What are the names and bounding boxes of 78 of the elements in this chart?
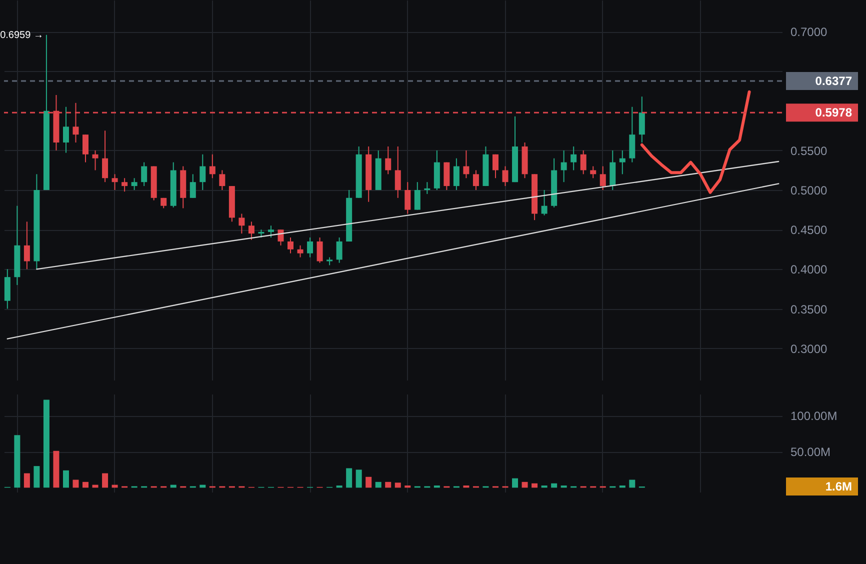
candlestick [219,170,226,190]
ref-line-label: 0.6377 [815,74,852,88]
candlestick [394,146,401,198]
candlestick [453,158,460,190]
y-tick-label: 50.00M [790,445,831,460]
candlestick [463,150,470,179]
bar [629,480,636,488]
bar [522,482,528,488]
candlestick [336,237,342,264]
y-tick-label: 0.3500 [790,302,828,316]
ref-line-label: 0.5978 [815,106,852,120]
annotation: 0.6959 → [0,30,44,41]
y-tick-label: 100.00M [790,409,838,424]
candlestick [385,146,392,175]
candlestick [209,154,216,179]
y-tick-label: 0.4500 [790,223,828,238]
candlestick [580,150,586,175]
candlestick [424,182,430,194]
bar [551,483,558,488]
bar [532,483,538,488]
candlestick [4,268,10,310]
bar [394,482,401,488]
candlestick [472,170,479,190]
candlestick [629,106,636,163]
candlestick [570,146,577,171]
candlestick [492,154,498,179]
line-series [640,90,751,194]
candlestick [590,166,596,179]
candlestick [24,221,30,270]
candlestick [444,162,450,190]
bar [72,480,79,488]
bar [62,470,69,488]
candlestick [414,182,420,210]
bar [512,478,518,488]
bar [102,473,108,488]
candlestick [112,174,118,190]
candlestick [600,166,606,190]
y-tick-label: 0.4000 [790,262,828,277]
candlestick [62,106,69,154]
y-tick-label: 0.5500 [790,144,828,158]
candlestick [122,178,128,192]
candlestick [82,134,89,163]
candlestick [560,150,567,183]
candlestick [297,244,304,258]
y-tick-label: 0.7000 [790,25,828,40]
candlestick [131,178,138,190]
candlestick [200,154,206,190]
candlestick [268,225,274,238]
bar [346,468,352,488]
bar [366,476,372,488]
bar [385,482,392,488]
bar [34,466,40,488]
candlestick [248,221,254,240]
candlestick [502,166,508,187]
candlestick [92,150,98,171]
candlestick [316,237,323,264]
bar [356,470,362,488]
bar [82,482,89,488]
candlestick [278,229,284,246]
text: 1.6M [825,480,852,494]
candlestick [619,150,626,175]
bar [14,435,20,488]
y-tick-label: 0.3000 [790,342,828,356]
candlestick [307,237,314,258]
candlestick [190,174,196,198]
candlestick [610,150,616,190]
candlestick [102,130,108,183]
bar [53,450,60,488]
candlestick [404,182,411,214]
candlestick [638,96,645,143]
candlestick [288,237,294,254]
bar [24,473,30,488]
candlestick [141,162,148,187]
y-tick-label: 0.5000 [790,184,828,198]
candlestick [238,213,245,234]
bar [375,482,382,488]
candlestick [541,190,548,216]
bar [43,400,50,488]
